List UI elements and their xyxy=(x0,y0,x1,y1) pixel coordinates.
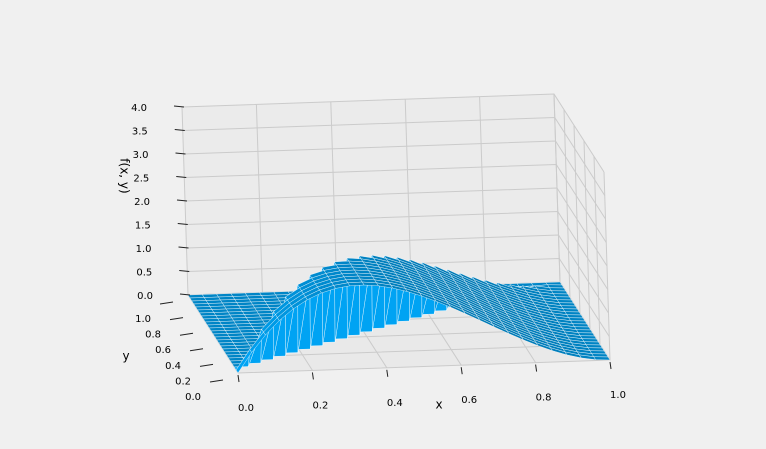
z-tick-label: 0.5 xyxy=(136,268,152,279)
grid-line-z xyxy=(185,210,609,290)
x-tick-mark xyxy=(311,372,314,380)
x-tick-mark xyxy=(460,367,463,375)
z-tick-label: 1.5 xyxy=(135,221,151,232)
y-tick-label: 0.0 xyxy=(185,392,201,403)
x-tick-label: 0.4 xyxy=(387,398,403,409)
grid-line-z xyxy=(186,234,609,314)
x-tick-mark xyxy=(386,369,389,377)
tick-labels: 0.0 0.2 0.4 0.6 0.8 1.0 0.0 0.2 0.4 0.6 0.8 1.0 0.0 0… xyxy=(131,103,626,414)
y-tick-label: 0.2 xyxy=(175,376,191,387)
tick-marks xyxy=(159,105,612,383)
y-tick-mark xyxy=(159,301,174,305)
z-tick-mark xyxy=(176,199,188,202)
z-tick-label: 3.5 xyxy=(132,127,148,138)
z-axis-label: f(x, y) xyxy=(118,158,132,193)
z-tick-mark xyxy=(176,176,187,178)
grid-line-z xyxy=(184,187,608,267)
z-tick-label: 1.0 xyxy=(136,244,152,255)
y-tick-label: 1.0 xyxy=(135,314,151,325)
y-axis-label: y xyxy=(122,349,129,363)
x-tick-label: 1.0 xyxy=(610,390,626,401)
surface-facet xyxy=(593,356,611,361)
y-tick-mark xyxy=(199,363,214,367)
z-tick-label: 0.0 xyxy=(137,291,153,302)
x-tick-label: 0.2 xyxy=(312,400,328,411)
x-tick-mark xyxy=(237,374,240,383)
z-tick-mark xyxy=(179,270,190,272)
surface-mesh xyxy=(187,254,611,374)
grid-line-z xyxy=(187,257,610,337)
surface-facet xyxy=(361,281,379,287)
y-tick-mark xyxy=(179,332,194,336)
z-tick-mark xyxy=(177,223,188,225)
y-tick-mark xyxy=(169,317,184,321)
z-tick-mark xyxy=(178,246,189,249)
z-tick-mark xyxy=(175,152,186,155)
grid-line-z xyxy=(184,163,607,243)
y-tick-label: 0.8 xyxy=(145,330,161,341)
z-tick-label: 2.0 xyxy=(134,197,150,208)
x-tick-label: 0.6 xyxy=(461,395,477,406)
y-tick-label: 0.4 xyxy=(165,361,181,372)
z-tick-label: 3.0 xyxy=(133,150,149,161)
x-tick-mark xyxy=(535,364,538,372)
z-tick-mark xyxy=(174,129,185,131)
y-tick-label: 0.6 xyxy=(155,345,171,356)
x-tick-label: 0.8 xyxy=(536,393,552,404)
grid-line-z xyxy=(182,116,606,196)
z-tick-label: 2.5 xyxy=(133,174,149,185)
y-tick-mark xyxy=(209,379,224,383)
surface-facet xyxy=(347,281,365,287)
z-tick-label: 4.0 xyxy=(131,103,147,114)
x-tick-label: 0.0 xyxy=(238,403,254,414)
z-tick-mark xyxy=(179,293,191,296)
x-axis-label: x xyxy=(435,398,442,412)
z-tick-mark xyxy=(173,105,185,108)
grid-line-z xyxy=(183,140,606,220)
x-tick-mark xyxy=(609,361,612,370)
y-tick-mark xyxy=(189,348,204,352)
grid-line-z xyxy=(181,93,605,173)
